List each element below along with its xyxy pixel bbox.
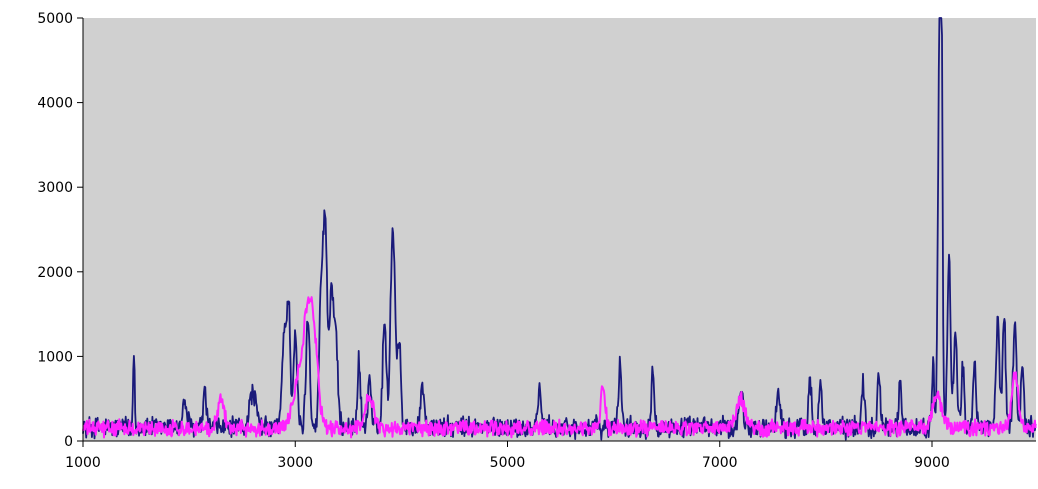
- x-tick-label: 9000: [914, 455, 950, 471]
- x-tick-label: 3000: [277, 455, 313, 471]
- x-axis-ticks: 1000 3000 5000 7000 9000: [65, 441, 950, 471]
- x-tick-label: 5000: [490, 455, 526, 471]
- x-tick-label: 7000: [702, 455, 738, 471]
- x-tick-label: 1000: [65, 455, 101, 471]
- y-tick-label: 0: [64, 434, 73, 450]
- series-line-2: [82, 296, 1037, 439]
- y-tick-label: 3000: [37, 180, 73, 196]
- series-layer: [82, 17, 1037, 441]
- y-axis-ticks: 0 1000 2000 3000 4000 5000: [37, 11, 83, 450]
- y-tick-label: 1000: [37, 349, 73, 365]
- y-tick-label: 2000: [37, 265, 73, 281]
- plot-area: [83, 18, 1036, 441]
- y-tick-label: 4000: [37, 96, 73, 112]
- y-tick-label: 5000: [37, 11, 73, 27]
